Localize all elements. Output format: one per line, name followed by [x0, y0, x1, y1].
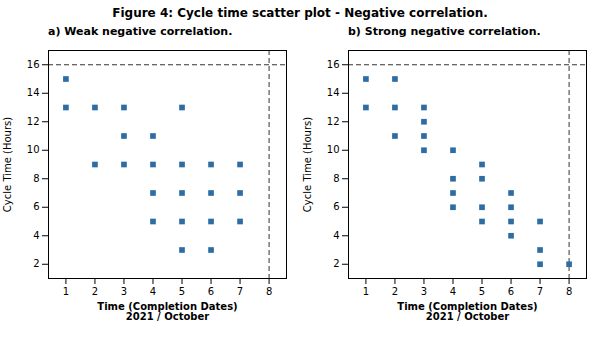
- svg-text:7: 7: [537, 286, 543, 297]
- svg-text:4: 4: [450, 286, 456, 297]
- svg-text:1: 1: [363, 286, 369, 297]
- html-text:a) Weak negative correlation.: a) Weak negative correlation.: [48, 25, 233, 38]
- svg-text:5: 5: [179, 286, 185, 297]
- svg-text:14: 14: [27, 87, 40, 98]
- svg-text:12: 12: [327, 116, 340, 127]
- svg-text:Cycle Time (Hours): Cycle Time (Hours): [302, 117, 313, 212]
- svg-text:3: 3: [421, 286, 427, 297]
- svg-text:6: 6: [33, 201, 39, 212]
- svg-text:2: 2: [92, 286, 98, 297]
- svg-text:Cycle Time (Hours): Cycle Time (Hours): [2, 117, 13, 212]
- html-text:Figure 4: Cycle time scatter p: Figure 4: Cycle time scatter plot - Nega…: [112, 6, 488, 20]
- svg-text:10: 10: [27, 144, 40, 155]
- svg-text:6: 6: [333, 201, 339, 212]
- svg-text:8: 8: [33, 173, 39, 184]
- svg-text:4: 4: [150, 286, 156, 297]
- svg-text:7: 7: [237, 286, 243, 297]
- svg-text:12: 12: [27, 116, 40, 127]
- svg-text:16: 16: [27, 59, 40, 70]
- svg-text:3: 3: [121, 286, 127, 297]
- svg-text:8: 8: [333, 173, 339, 184]
- svg-text:6: 6: [508, 286, 514, 297]
- svg-text:1: 1: [63, 286, 69, 297]
- svg-text:Time (Completion Dates)2021 /: Time (Completion Dates)2021 / October: [97, 301, 237, 322]
- svg-text:Time (Completion Dates)2021 /: Time (Completion Dates)2021 / October: [397, 301, 537, 322]
- svg-text:2: 2: [33, 258, 39, 269]
- svg-text:5: 5: [479, 286, 485, 297]
- svg-text:6: 6: [208, 286, 214, 297]
- svg-text:8: 8: [566, 286, 572, 297]
- html-text:b) Strong negative correlation: b) Strong negative correlation.: [348, 25, 541, 38]
- svg-text:8: 8: [266, 286, 272, 297]
- svg-text:16: 16: [327, 59, 340, 70]
- svg-text:14: 14: [327, 87, 340, 98]
- svg-text:2: 2: [392, 286, 398, 297]
- svg-text:2: 2: [333, 258, 339, 269]
- svg-text:4: 4: [333, 230, 339, 241]
- svg-text:10: 10: [327, 144, 340, 155]
- svg-text:4: 4: [33, 230, 39, 241]
